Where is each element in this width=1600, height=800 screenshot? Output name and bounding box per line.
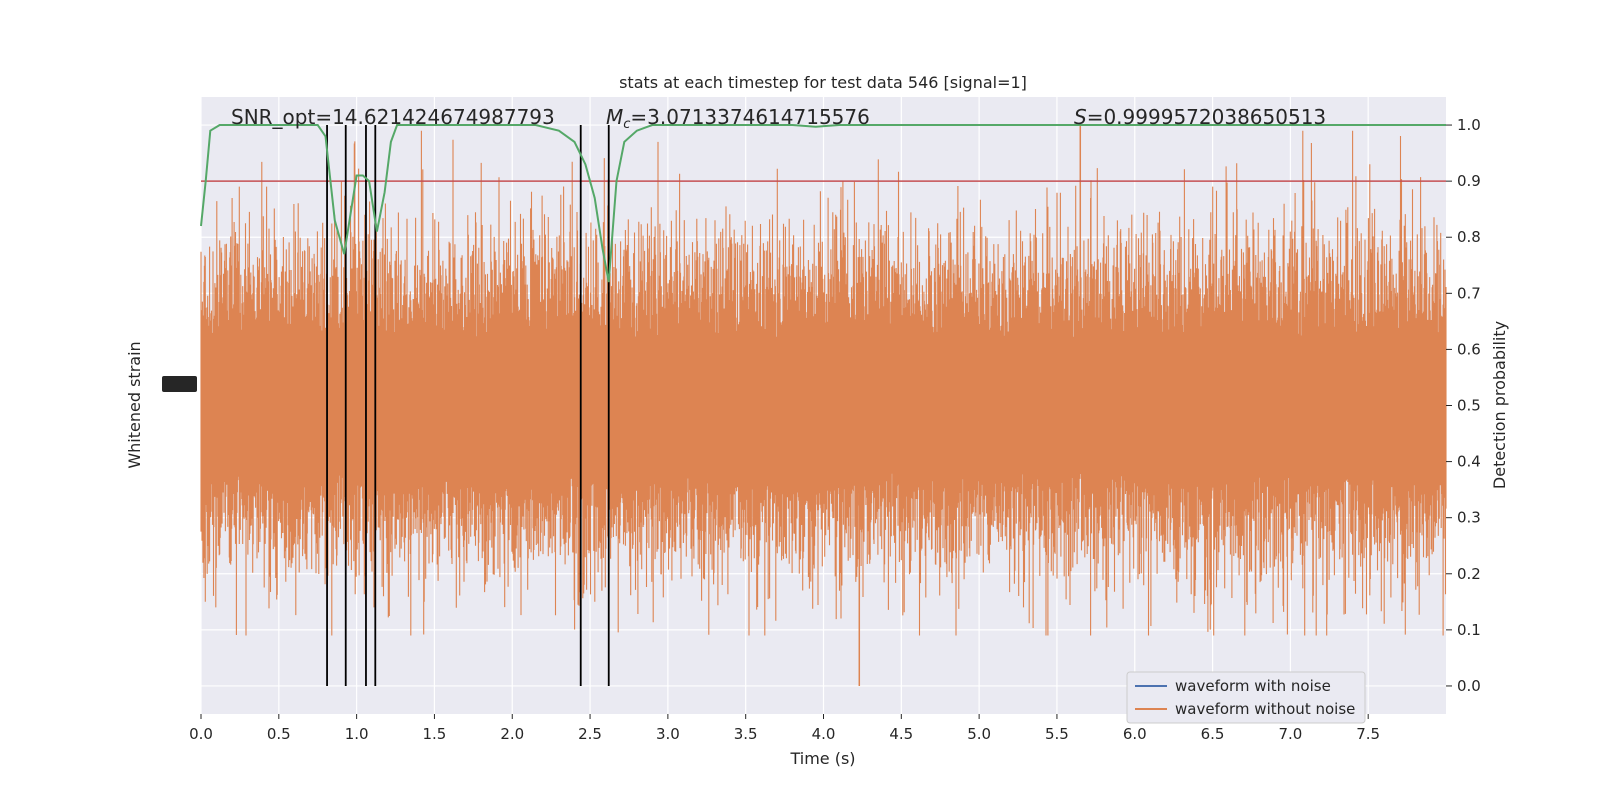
probability-line <box>200 124 1446 283</box>
x-axis-title: Time (s) <box>789 749 855 768</box>
x-tick-label: 0.0 <box>189 725 213 743</box>
x-tick-label: 1.0 <box>345 725 369 743</box>
strain-series <box>200 125 1447 686</box>
probability-series <box>200 124 1446 283</box>
y-tick-label: 0.5 <box>1457 397 1481 415</box>
chart-title: stats at each timestep for test data 546… <box>619 73 1027 92</box>
x-tick-label: 0.5 <box>267 725 291 743</box>
legend: waveform with noise waveform without noi… <box>1126 671 1366 724</box>
y-tick-label: 0.9 <box>1457 172 1481 190</box>
x-tick-label: 6.5 <box>1201 725 1225 743</box>
legend-label-with-noise: waveform with noise <box>1175 677 1331 695</box>
x-axis-ticks: 0.0 0.5 1.0 1.5 2.0 2.5 3.0 3.5 4.0 4.5 5.0 5.5 6.0 6… <box>189 714 1380 743</box>
x-tick-label: 6.0 <box>1123 725 1147 743</box>
y-tick-label: 0.2 <box>1457 565 1481 583</box>
s-value: =0.9999572038650513 <box>1087 105 1326 129</box>
x-tick-label: 5.0 <box>967 725 991 743</box>
y-axis-right-ticks: 0.0 0.1 0.2 0.3 0.4 0.5 0.6 0.7 0.8 0.9 1.0 <box>1446 116 1481 695</box>
snr-annotation: SNR_opt=14.621424674987793 <box>231 105 555 129</box>
y-tick-label: 0.6 <box>1457 340 1481 358</box>
right-axis-title: Detection probability <box>1490 321 1509 489</box>
x-tick-label: 7.5 <box>1356 725 1380 743</box>
x-tick-label: 2.0 <box>500 725 524 743</box>
y-tick-label: 0.7 <box>1457 284 1481 302</box>
x-tick-label: 4.0 <box>812 725 836 743</box>
left-axis-collapsed-ticks <box>162 376 197 392</box>
mc-annotation: Mc=3.0713374614715576 <box>606 105 870 132</box>
x-tick-label: 2.5 <box>578 725 602 743</box>
x-tick-label: 7.0 <box>1278 725 1302 743</box>
y-tick-label: 1.0 <box>1457 116 1481 134</box>
left-axis-ticks <box>162 376 197 392</box>
x-tick-label: 4.5 <box>889 725 913 743</box>
legend-label-without-noise: waveform without noise <box>1175 700 1355 718</box>
mc-value: =3.0713374614715576 <box>630 105 869 129</box>
left-axis-title: Whitened strain <box>125 341 144 468</box>
y-tick-label: 0.8 <box>1457 228 1481 246</box>
s-annotation: S=0.9999572038650513 <box>1074 105 1326 129</box>
mc-subscript: c <box>623 117 630 132</box>
s-symbol: S <box>1074 105 1087 129</box>
y-tick-label: 0.3 <box>1457 509 1481 527</box>
x-tick-label: 5.5 <box>1045 725 1069 743</box>
y-tick-label: 0.1 <box>1457 621 1481 639</box>
y-tick-label: 0.4 <box>1457 453 1481 471</box>
legend-box <box>1126 671 1366 724</box>
x-tick-label: 3.0 <box>656 725 680 743</box>
mc-symbol: M <box>606 105 623 129</box>
strain-without-noise <box>200 130 1447 636</box>
y-tick-label: 0.0 <box>1457 677 1481 695</box>
x-tick-label: 3.5 <box>734 725 758 743</box>
x-tick-label: 1.5 <box>423 725 447 743</box>
